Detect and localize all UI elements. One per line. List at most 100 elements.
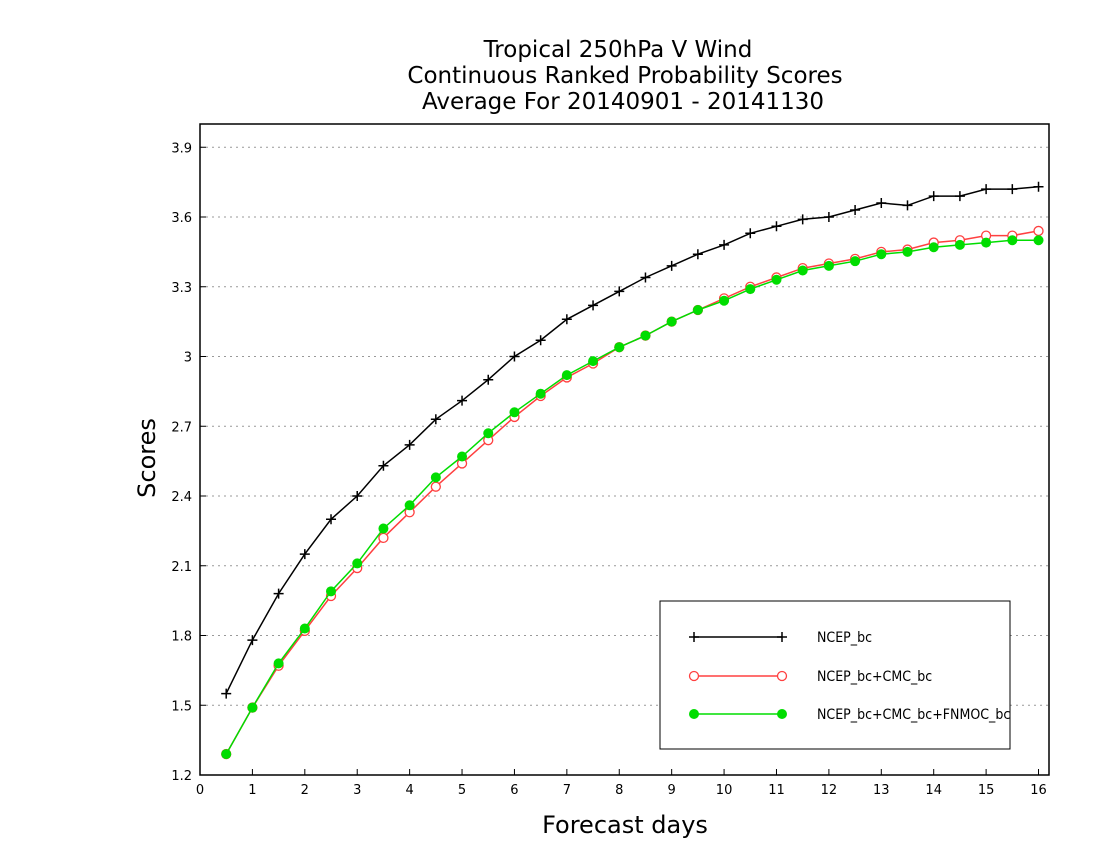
x-tick-label: 6 xyxy=(510,783,518,798)
x-tick-label: 4 xyxy=(405,783,413,798)
open-circle-marker xyxy=(378,532,389,543)
legend-label: NCEP_bc xyxy=(817,630,872,646)
plus-marker xyxy=(457,395,468,406)
filled-circle-marker xyxy=(378,523,389,534)
plus-marker xyxy=(221,688,232,699)
x-tick-label: 16 xyxy=(1030,783,1047,798)
plus-marker xyxy=(719,239,730,250)
plus-marker xyxy=(777,632,787,642)
open-circle-marker xyxy=(688,670,700,682)
y-tick-label: 3.3 xyxy=(171,281,192,296)
filled-circle-marker xyxy=(247,702,258,713)
filled-circle-marker xyxy=(509,407,520,418)
x-tick-label: 15 xyxy=(978,783,995,798)
plus-marker xyxy=(404,439,415,450)
plus-marker xyxy=(430,414,441,425)
x-axis: 0 1 2 3 4 5 6 7 8 9 10 11 12 13 14 15 16 xyxy=(196,769,1047,798)
plot-frame xyxy=(199,123,1050,776)
x-tick-label: 8 xyxy=(615,783,623,798)
open-circle-marker xyxy=(776,670,788,682)
plus-marker xyxy=(378,460,389,471)
legend-box xyxy=(659,600,1011,750)
filled-circle-marker xyxy=(1007,235,1018,246)
open-circle-marker xyxy=(430,481,441,492)
plus-marker xyxy=(614,286,625,297)
series-1 xyxy=(221,181,1044,699)
y-tick-label: 2.4 xyxy=(171,490,192,505)
x-tick-label: 12 xyxy=(821,783,838,798)
y-tick-label: 3.9 xyxy=(171,141,192,156)
plus-marker xyxy=(509,351,520,362)
filled-circle-marker xyxy=(483,428,494,439)
y-tick-label: 3 xyxy=(184,351,192,366)
filled-circle-marker xyxy=(404,500,415,511)
legend-item: NCEP_bc xyxy=(689,630,872,646)
plus-marker xyxy=(640,272,651,283)
x-tick-label: 14 xyxy=(925,783,942,798)
chart-title: Tropical 250hPa V Wind Continuous Ranked… xyxy=(407,37,842,115)
legend-label: NCEP_bc+CMC_bc xyxy=(817,669,932,685)
filled-circle-marker xyxy=(273,658,284,669)
filled-circle-marker xyxy=(719,295,730,306)
y-tick-label: 2.1 xyxy=(171,560,192,575)
y-tick-label: 1.2 xyxy=(171,769,192,784)
legend-label: NCEP_bc+CMC_bc+FNMOC_bc xyxy=(817,707,1010,723)
plus-marker xyxy=(483,374,494,385)
series-3 xyxy=(221,235,1044,760)
y-axis-title: Scores xyxy=(133,418,161,498)
filled-circle-marker xyxy=(299,623,310,634)
filled-circle-marker xyxy=(666,316,677,327)
plus-marker xyxy=(954,191,965,202)
plus-marker xyxy=(797,214,808,225)
open-circle-marker xyxy=(1033,225,1044,237)
legend-item: NCEP_bc+CMC_bc+FNMOC_bc xyxy=(689,707,1010,723)
plus-marker xyxy=(928,191,939,202)
x-tick-label: 1 xyxy=(248,783,256,798)
plus-marker xyxy=(299,549,310,560)
chart-title-line-1: Tropical 250hPa V Wind xyxy=(483,37,753,63)
filled-circle-marker xyxy=(352,558,363,569)
plus-marker xyxy=(689,632,699,642)
legend: NCEP_bc NCEP_bc+CMC_bc NCEP_bc+CMC_bc+FNMO… xyxy=(659,600,1011,750)
filled-circle-marker xyxy=(430,472,441,483)
plus-marker xyxy=(692,249,703,260)
plus-marker xyxy=(876,198,887,209)
filled-circle-marker xyxy=(823,260,834,271)
x-tick-label: 13 xyxy=(873,783,890,798)
filled-circle-marker xyxy=(640,330,651,341)
chart-title-line-3: Average For 20140901 - 20141130 xyxy=(422,89,824,115)
x-tick-label: 10 xyxy=(716,783,733,798)
filled-circle-marker xyxy=(902,246,913,257)
filled-circle-marker xyxy=(326,586,337,597)
filled-circle-marker xyxy=(745,284,756,295)
plus-marker xyxy=(745,228,756,239)
plus-marker xyxy=(561,314,572,325)
filled-circle-marker xyxy=(981,237,992,248)
plus-marker xyxy=(981,184,992,195)
filled-circle-marker xyxy=(588,356,599,367)
x-tick-label: 3 xyxy=(353,783,361,798)
series-layer xyxy=(221,181,1044,760)
y-tick-label: 2.7 xyxy=(171,420,192,435)
y-tick-label: 3.6 xyxy=(171,211,192,226)
plus-marker xyxy=(823,212,834,222)
plus-marker xyxy=(666,260,677,271)
legend-item: NCEP_bc+CMC_bc xyxy=(688,669,932,685)
plus-marker xyxy=(247,635,258,646)
filled-circle-marker xyxy=(876,249,887,260)
chart-title-line-2: Continuous Ranked Probability Scores xyxy=(407,63,842,89)
filled-circle-marker xyxy=(777,709,787,719)
filled-circle-marker xyxy=(457,451,468,462)
x-tick-label: 2 xyxy=(301,783,309,798)
plus-marker xyxy=(273,588,284,599)
filled-circle-marker xyxy=(692,305,703,315)
filled-circle-marker xyxy=(689,709,699,719)
plus-marker xyxy=(850,205,861,216)
y-axis: 1.2 1.5 1.8 2.1 2.4 2.7 3 3.3 3.6 3.9 xyxy=(171,141,206,784)
filled-circle-marker xyxy=(797,265,808,276)
filled-circle-marker xyxy=(561,370,572,381)
plus-marker xyxy=(326,514,337,525)
plus-marker xyxy=(1033,181,1044,192)
y-tick-label: 1.8 xyxy=(171,630,192,645)
